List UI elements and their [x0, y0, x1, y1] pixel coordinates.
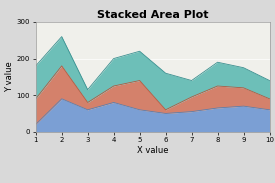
X-axis label: X value: X value	[137, 146, 168, 155]
Y-axis label: Y value: Y value	[5, 61, 14, 92]
Title: Stacked Area Plot: Stacked Area Plot	[97, 10, 208, 20]
